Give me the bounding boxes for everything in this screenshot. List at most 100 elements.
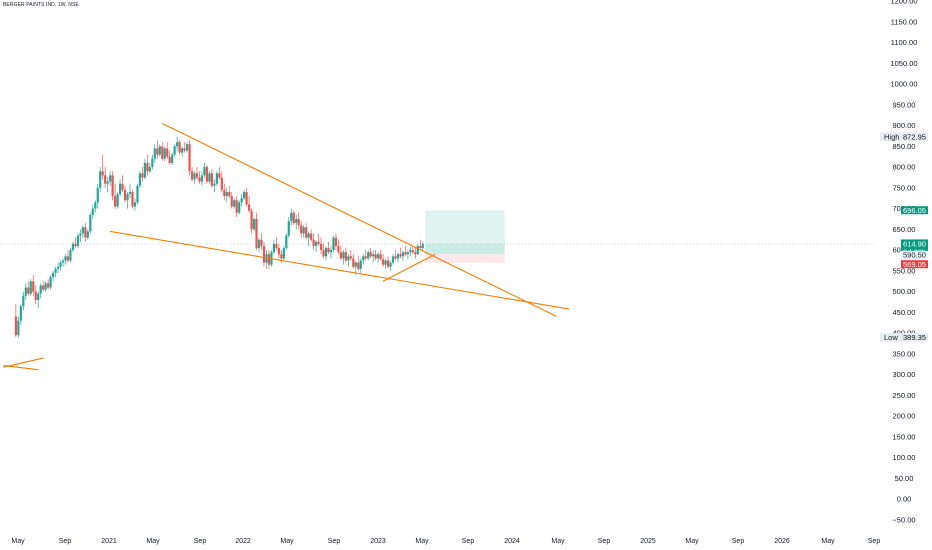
candle-body [168,156,171,163]
candle-body [17,320,20,336]
candle-body [27,287,30,294]
y-tick-label: 1150.00 [891,17,918,26]
candle-body [357,262,360,269]
candle-body [364,256,367,259]
y-tick-label: 1050.00 [890,59,917,68]
candle-body [96,187,99,203]
candle-body [295,218,298,224]
candle-body [280,254,283,259]
candle-body [54,268,57,273]
candle-body [401,252,405,257]
candle-body [183,148,186,151]
x-tick-label: May [11,538,25,545]
x-tick-label: Sep [598,538,611,545]
candle-body [156,148,159,155]
candle-body [116,194,119,207]
candle-body [302,227,305,234]
candle-body [406,252,409,255]
candle-body [32,281,35,292]
trendline [110,230,570,310]
chart-title: BERGER PAINTS IND, 1W, NSE [3,2,79,8]
y-tick-label: 800.00 [893,163,916,172]
x-tick-label: May [280,538,294,545]
x-tick-label: Sep [59,538,72,545]
candle-body [208,173,211,182]
candle-body [39,285,42,294]
candle-body [260,239,263,246]
candle-body [200,175,204,182]
target-price-badge-bg [901,206,928,215]
candle-body [252,218,256,230]
candle-body [148,167,151,172]
candle-body [128,191,132,195]
candle-body [171,154,174,163]
candle-body [123,189,127,201]
y-tick-label: 100.00 [893,453,916,462]
candle-body [205,167,209,182]
candle-body [141,173,144,178]
candle-body [339,252,343,259]
y-tick-label: 150.00 [893,432,916,441]
trendline [382,253,436,282]
high-marker-label: High [884,132,899,141]
candle-body [74,243,77,246]
candle-body [42,285,45,290]
position-target-zone [425,210,505,255]
candle-body [248,204,251,211]
candle-body [64,256,67,261]
trendline [3,364,39,371]
candle-body [367,252,370,259]
candle-body [235,200,238,213]
candle-body [362,256,365,261]
candle-body [381,259,385,265]
y-tick-label: 650.00 [893,225,916,234]
candle-body [342,252,345,259]
candle-body [109,175,112,182]
candle-body [161,146,164,159]
y-tick-label: 50.00 [895,474,914,483]
candle-body [29,281,32,294]
x-tick-label: 2026 [774,538,790,545]
candle-body [275,243,278,249]
y-tick-label: 250.00 [893,391,916,400]
low-marker-value: 389.35 [903,333,926,342]
x-tick-label: Sep [732,538,745,545]
candle-body [218,173,221,178]
candle-body [173,146,176,155]
candle-body [14,316,17,336]
candle-body [138,173,142,186]
candle-body [277,248,280,255]
x-tick-label: May [821,538,835,545]
candle-body [166,148,169,157]
x-tick-label: 2021 [101,538,117,545]
candle-body [198,177,201,182]
candle-body [131,191,134,207]
candle-body [101,171,104,176]
candle-body [312,239,315,246]
x-tick-label: 2025 [640,538,656,545]
candle-body [188,144,191,172]
candle-body [104,175,107,184]
candle-body [49,277,52,288]
candle-body [81,227,84,234]
candle-body [394,256,397,259]
candle-body [374,254,377,259]
candle-body [91,208,94,215]
candle-body [228,191,231,197]
candle-body [213,183,216,186]
entry-price-badge-bg [901,250,928,259]
candle-body [126,194,129,201]
y-tick-label: 750.00 [893,183,916,192]
candle-body [391,256,395,263]
candle-body [369,252,372,257]
stop-price-badge-bg [901,260,928,269]
candle-body [233,200,236,207]
y-tick-label: 850.00 [893,142,916,151]
candle-body [404,252,407,255]
candle-body [352,258,355,267]
candle-body [59,262,62,267]
candle-body [359,260,362,269]
candle-body [153,148,156,159]
x-tick-label: May [146,538,160,545]
